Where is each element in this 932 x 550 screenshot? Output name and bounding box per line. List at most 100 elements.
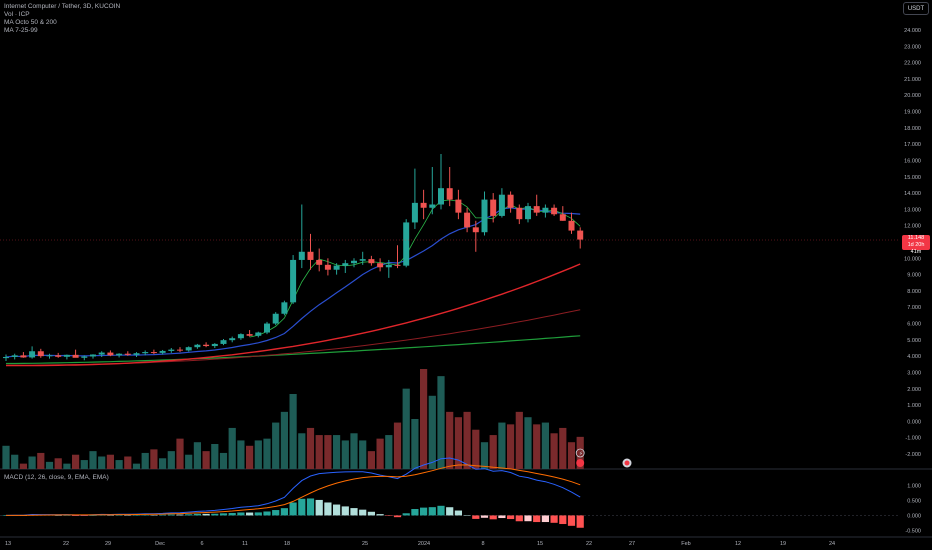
macd-histogram-bar — [385, 515, 393, 516]
macd-histogram-bar — [454, 510, 462, 516]
macd-histogram-bar — [333, 504, 341, 516]
candle-body — [281, 302, 288, 314]
candle — [220, 339, 227, 346]
macd-histogram-bar — [524, 515, 532, 522]
volume-bar — [80, 460, 88, 469]
macd-histogram-bar — [124, 515, 132, 516]
candle-body — [429, 204, 436, 208]
macd-axis-tick: -0.500 — [905, 528, 921, 534]
candle — [568, 212, 575, 234]
candle — [264, 321, 270, 335]
price-axis-tick: 22.000 — [904, 61, 921, 67]
candle — [481, 191, 488, 236]
candle-body — [255, 332, 262, 336]
last-price-tag: 11.148 1d 20h 41m — [902, 235, 930, 255]
symbol-title[interactable]: Internet Computer / Tether, 3D, KUCOIN — [4, 3, 121, 10]
price-axis-tick: 12.000 — [904, 224, 921, 230]
macd-histogram-bar — [106, 515, 114, 516]
macd-histogram-bar — [402, 513, 410, 516]
price-axis-tick: 15.000 — [904, 175, 921, 181]
event-marker-icon — [576, 459, 585, 467]
macd-histogram-bar — [446, 507, 454, 516]
candle — [272, 312, 279, 326]
macd-histogram-bar — [219, 513, 228, 516]
macd-histogram-bar — [228, 512, 236, 516]
macd-histogram-bar — [420, 507, 428, 516]
macd-histogram-bar — [411, 509, 419, 516]
macd-histogram-bar — [150, 514, 158, 516]
macd-axis-tick: 1.000 — [907, 483, 921, 489]
volume-bar — [141, 452, 149, 469]
currency-button[interactable]: USDT — [903, 2, 929, 15]
macd-histogram-bar — [280, 508, 288, 516]
candle — [533, 194, 540, 216]
macd-histogram-bar — [376, 514, 384, 516]
volume-bar — [559, 427, 567, 469]
price-axis-tick: 9.000 — [907, 273, 921, 279]
candle-body — [403, 222, 410, 266]
macd-histogram-bar — [324, 502, 332, 516]
candle — [72, 349, 79, 358]
candle-body — [81, 356, 88, 358]
ma-indicator-label-1[interactable]: MA Octo 50 & 200 — [4, 19, 57, 26]
candle-body — [246, 334, 253, 336]
volume-bar — [541, 422, 549, 469]
macd-histogram-bar — [367, 511, 375, 516]
volume-bar — [228, 427, 236, 469]
candle-body — [324, 264, 331, 270]
candle-body — [90, 354, 96, 357]
macd-histogram-bar — [272, 510, 280, 516]
candle — [464, 207, 471, 233]
volume-bar — [393, 422, 402, 469]
volume-indicator-label[interactable]: Vol · ICP — [4, 11, 30, 18]
volume-bar — [324, 435, 332, 469]
chart-legend: Internet Computer / Tether, 3D, KUCOIN V… — [4, 3, 120, 35]
volume-bar — [211, 444, 219, 469]
candle-body — [333, 265, 340, 270]
candle — [107, 350, 114, 357]
volume-bar — [11, 454, 19, 469]
macd-histogram-bar — [254, 512, 262, 516]
macd-histogram-bar — [167, 514, 175, 516]
candle-body — [498, 194, 505, 216]
candle-body — [107, 352, 114, 356]
volume-bar — [385, 435, 393, 469]
candle-body — [411, 202, 418, 223]
candle — [63, 354, 70, 360]
volume-bar — [480, 442, 489, 469]
candle-body — [385, 264, 392, 268]
candle-body — [264, 323, 270, 333]
candle — [194, 343, 201, 349]
macd-histogram-bar — [141, 514, 149, 516]
price-axis-tick: 6.000 — [907, 322, 921, 328]
macd-histogram-bar — [533, 515, 541, 523]
macd-histogram-bar — [541, 515, 549, 523]
macd-indicator-label[interactable]: MACD (12, 26, close, 9, EMA, EMA) — [4, 474, 109, 481]
price-axis-tick: 8.000 — [907, 289, 921, 295]
time-axis-tick: 24 — [829, 541, 835, 547]
candle — [429, 166, 436, 215]
candle — [403, 219, 410, 268]
macd-histogram-bar — [193, 513, 201, 516]
volume-bar — [420, 369, 428, 469]
volume-bar — [376, 438, 384, 469]
volume-bar — [54, 458, 62, 469]
volume-bar — [37, 452, 45, 469]
candle — [394, 245, 401, 269]
candle-body — [368, 259, 375, 264]
price-axis-tick: 10.000 — [904, 256, 921, 262]
price-axis-tick: 20.000 — [904, 93, 921, 99]
ma-indicator-label-2[interactable]: MA 7-25-99 — [4, 27, 38, 34]
candle — [142, 350, 149, 356]
volume-bar — [185, 454, 193, 469]
candle — [446, 166, 453, 207]
candle — [81, 355, 88, 361]
last-price-value: 11.148 — [907, 235, 925, 241]
candle — [385, 259, 392, 278]
macd-histogram-bar — [507, 515, 515, 520]
volume-bar — [359, 440, 367, 469]
candle-body — [124, 353, 131, 355]
candle-body — [55, 355, 62, 357]
volume-bar — [132, 463, 141, 469]
